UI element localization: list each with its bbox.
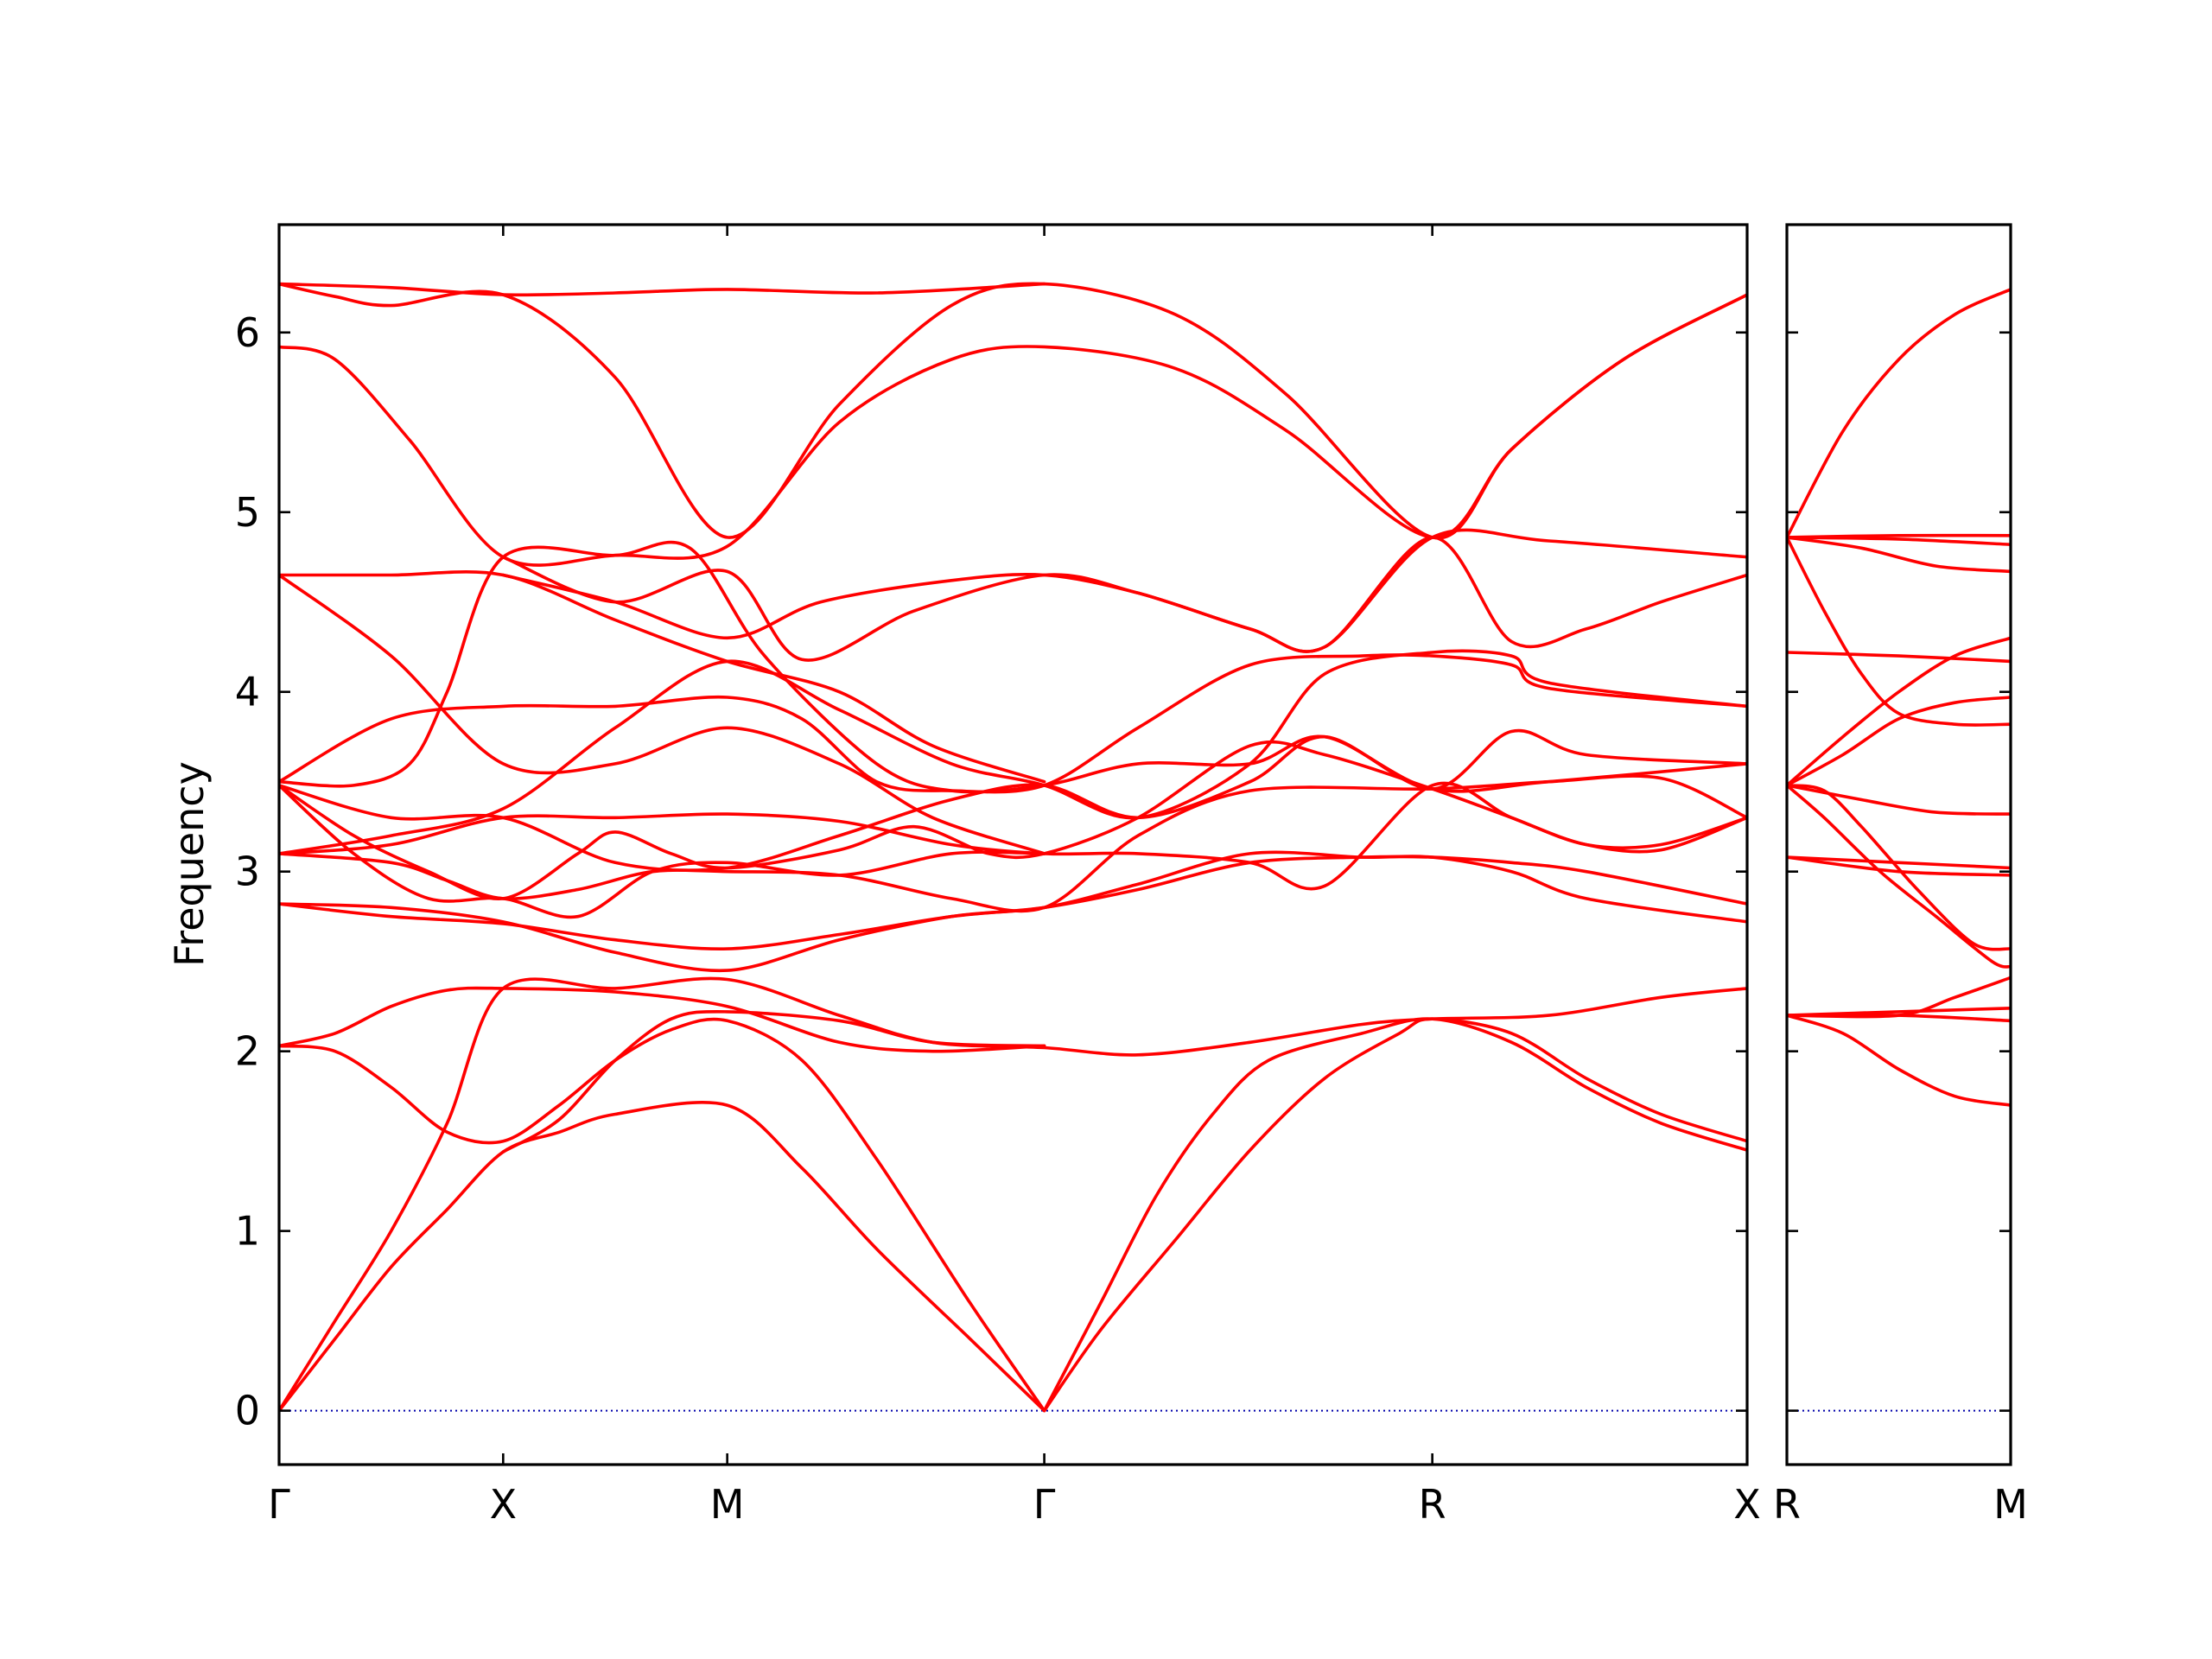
band-8	[279, 855, 1747, 950]
band-7	[1042, 1017, 1747, 1413]
band-1	[1787, 288, 2011, 539]
band-9	[1787, 784, 2011, 816]
x-tick-label: R	[1773, 1481, 1801, 1528]
band-8	[1787, 696, 2011, 787]
band-12	[1787, 855, 2011, 870]
band-19	[279, 573, 1046, 855]
x-tick-label: R	[1419, 1481, 1446, 1528]
x-tick-label: X	[1733, 1481, 1761, 1528]
band-20	[501, 536, 1747, 653]
band-4	[1787, 536, 2011, 574]
band-24	[279, 282, 1046, 297]
band-4	[279, 986, 1046, 1053]
panel-frame	[1785, 223, 2012, 1466]
band-5	[1787, 536, 2011, 727]
y-axis-label: Frequency	[166, 761, 213, 967]
x-tick-label: X	[490, 1481, 518, 1528]
band-16	[279, 649, 1747, 855]
band-10	[279, 781, 1747, 891]
band-7	[1787, 636, 2011, 787]
band-lines	[1787, 288, 2011, 1107]
panel-frame	[277, 223, 1749, 1466]
band-6	[1042, 1017, 1747, 1413]
band-15	[279, 653, 1747, 794]
y-tick-label: 1	[235, 1208, 260, 1255]
band-11	[1787, 784, 2011, 969]
x-tick-label: Γ	[1033, 1481, 1056, 1528]
band-5	[501, 1009, 1046, 1154]
y-tick-label: 0	[235, 1388, 260, 1434]
x-tick-label: M	[1993, 1481, 2028, 1528]
band-17	[1787, 1014, 2011, 1107]
band-14	[279, 540, 1747, 794]
band-13	[279, 728, 1747, 872]
band-23	[279, 282, 1747, 540]
band-18	[279, 570, 1046, 784]
x-tick-label: Γ	[268, 1481, 290, 1528]
band-17	[279, 784, 1046, 919]
y-tick-label: 5	[235, 489, 260, 536]
band-3	[279, 1017, 1046, 1413]
band-12	[279, 740, 1747, 900]
band-6	[1787, 651, 2011, 664]
panel-1: 0 1 2 3 4 5 6 Γ X M Γ R X	[235, 223, 1761, 1528]
band-21	[501, 528, 1747, 662]
y-tick-label: 2	[235, 1028, 260, 1075]
y-tick-label: 4	[235, 669, 260, 715]
band-16	[1787, 976, 2011, 1019]
band-11	[279, 774, 1747, 913]
band-lines	[279, 282, 1747, 1413]
y-tick-label: 3	[235, 849, 260, 895]
band-22	[279, 293, 1747, 567]
band-1	[279, 976, 1747, 1413]
band-3	[1787, 536, 2011, 546]
band-13	[1787, 855, 2011, 877]
band-2	[279, 1101, 1046, 1413]
x-tick-label: M	[710, 1481, 745, 1528]
y-tick-label: 6	[235, 309, 260, 356]
